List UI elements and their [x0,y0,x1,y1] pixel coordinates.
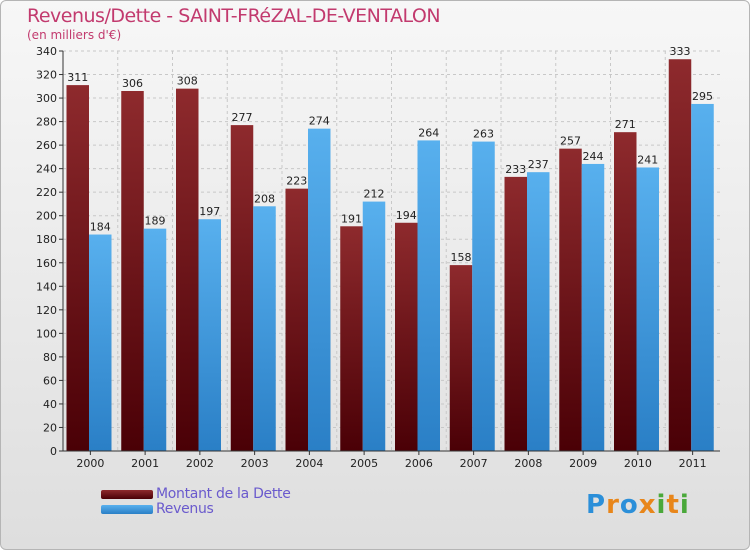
bar-dette [559,148,582,451]
data-label: 189 [145,215,166,228]
bar-dette [668,59,692,452]
data-label: 277 [232,111,253,124]
bar-revenus [198,219,221,451]
data-label: 197 [199,205,220,218]
legend-label-debt: Montant de la Dette [156,486,291,502]
x-tick-label: 2001 [131,457,159,470]
bar-dette [395,222,418,451]
logo-letter: i [656,490,667,520]
bar-revenus [636,167,659,451]
logo-letter: t [666,490,680,520]
y-tick-label: 0 [50,445,57,458]
chart-subtitle: (en milliers d'€) [27,28,122,42]
data-label: 295 [692,90,713,103]
data-label: 184 [90,221,111,234]
y-tick-label: 100 [36,327,57,340]
data-label: 244 [583,150,604,163]
bar-revenus [691,103,714,452]
x-axis: 2000 2001 2002 2003 2004 2005 2006 2007 2008 2009… [63,450,720,470]
data-label: 257 [560,135,581,148]
data-label: 158 [451,251,472,264]
bar-dette [121,91,144,451]
logo-letter: o [619,490,639,520]
y-axis: 0 20 40 60 80 100 120 140 160 180 200 220 240 260 280 3… [36,45,64,458]
data-label: 333 [670,45,691,58]
bars [66,59,714,452]
bar-dette [66,85,89,451]
bar-revenus [527,172,550,452]
y-tick-label: 120 [36,304,57,317]
y-tick-label: 80 [43,351,57,364]
x-tick-label: 2011 [679,457,707,470]
data-label: 264 [418,126,439,139]
data-label: 194 [396,209,417,222]
y-tick-label: 200 [36,210,57,223]
x-tick-label: 2006 [405,457,433,470]
x-tick-label: 2009 [569,457,597,470]
bar-dette [504,176,527,451]
chart-title: Revenus/Dette - SAINT-FRéZAL-DE-VENTALON [27,5,441,27]
legend-label-revenus: Revenus [156,501,214,517]
x-tick-label: 2000 [76,457,104,470]
x-tick-label: 2008 [514,457,542,470]
y-tick-label: 220 [36,186,57,199]
legend-swatch-debt [101,490,153,499]
bar-dette [449,265,473,451]
data-label: 191 [341,212,362,225]
data-label: 233 [505,163,526,176]
x-tick-label: 2004 [295,457,323,470]
y-tick-label: 140 [36,280,57,293]
logo-letter: r [606,490,620,520]
bar-revenus [308,128,331,451]
bar-dette [230,125,254,451]
x-tick-label: 2002 [186,457,214,470]
x-tick-label: 2007 [460,457,488,470]
y-tick-label: 300 [36,92,57,105]
bar-revenus [253,206,276,451]
y-tick-label: 40 [43,398,57,411]
bar-dette [176,88,199,451]
y-tick-label: 160 [36,257,57,270]
logo-letter: P [586,490,607,520]
bar-dette [340,226,363,451]
y-tick-label: 260 [36,139,57,152]
proxiti-logo: Proxiti [586,490,690,520]
data-label: 223 [286,175,307,188]
data-label: 311 [67,71,88,84]
data-label: 308 [177,75,198,88]
grid-lines [63,50,720,452]
bar-revenus [472,141,495,451]
data-label: 274 [309,115,330,128]
data-label: 212 [364,188,385,201]
x-tick-label: 2010 [624,457,652,470]
y-tick-label: 280 [36,116,57,129]
y-tick-label: 180 [36,233,57,246]
data-label: 208 [254,192,275,205]
legend-swatch-revenus [101,505,153,514]
bar-revenus [143,228,167,451]
data-label: 306 [122,77,143,90]
bar-dette [285,188,308,451]
y-tick-label: 340 [36,45,57,58]
bar-dette [614,132,637,452]
data-label: 241 [637,153,658,166]
y-tick-label: 240 [36,163,57,176]
logo-letter: i [679,490,690,520]
x-tick-label: 2003 [241,457,269,470]
x-tick-label: 2005 [350,457,378,470]
y-tick-label: 320 [36,69,57,82]
data-label: 271 [615,118,636,131]
logo-letter: x [638,490,657,520]
bar-revenus [417,140,440,452]
data-label: 237 [528,158,549,171]
y-tick-label: 20 [43,421,57,434]
bar-revenus [362,201,386,451]
y-tick-label: 60 [43,374,57,387]
bar-revenus [581,163,605,452]
bar-revenus [89,234,112,451]
data-label: 263 [473,128,494,141]
